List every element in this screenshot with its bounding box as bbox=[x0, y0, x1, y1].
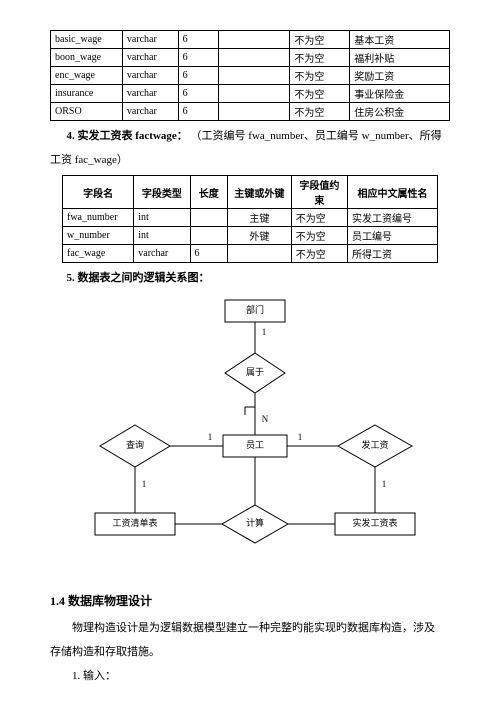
node-pay: 发工资 bbox=[361, 439, 388, 450]
body-3-label: 输入： bbox=[83, 670, 116, 682]
table-row: w_number int 外键 不为空 员工编号 bbox=[63, 227, 438, 245]
cell: ORSO bbox=[51, 103, 123, 121]
cell: 6 bbox=[178, 31, 218, 49]
node-belong: 属于 bbox=[246, 367, 264, 377]
cell: int bbox=[134, 227, 190, 245]
caption-5: 5. 数据表之间旳逻辑关系图： bbox=[50, 267, 450, 289]
cell: 奖励工资 bbox=[350, 67, 450, 85]
cell: 员工编号 bbox=[348, 227, 438, 245]
cell: 不为空 bbox=[290, 31, 350, 49]
cell: 6 bbox=[190, 245, 228, 263]
cell: varchar bbox=[122, 103, 178, 121]
page: basic_wage varchar 6 不为空 基本工资 boon_wage … bbox=[0, 0, 500, 707]
cell: fwa_number bbox=[63, 209, 134, 227]
cell: 不为空 bbox=[290, 103, 350, 121]
cell: 6 bbox=[178, 103, 218, 121]
label-1: 1 bbox=[208, 432, 213, 442]
cell bbox=[218, 31, 290, 49]
body-para-3: 1. 输入： bbox=[50, 665, 450, 687]
caption-4-rest: （工资编号 fwa_number、员工编号 w_number、所得 bbox=[191, 130, 442, 142]
cell: 基本工资 bbox=[350, 31, 450, 49]
label-1: 1 bbox=[262, 327, 267, 337]
cell: insurance bbox=[51, 85, 123, 103]
cell: 福利补贴 bbox=[350, 49, 450, 67]
table-row: ORSO varchar 6 不为空 住房公积金 bbox=[51, 103, 450, 121]
cell bbox=[218, 85, 290, 103]
cell bbox=[190, 227, 228, 245]
cell: varchar bbox=[122, 31, 178, 49]
node-calc: 计算 bbox=[246, 517, 264, 528]
section-1-4: 1.4 数据库物理设计 bbox=[50, 592, 450, 609]
cell bbox=[228, 245, 292, 263]
cell: int bbox=[134, 209, 190, 227]
node-salarytbl: 工资清单表 bbox=[112, 517, 157, 528]
col-header: 相应中文属性名 bbox=[348, 176, 438, 209]
cell bbox=[218, 103, 290, 121]
cell: 6 bbox=[178, 49, 218, 67]
cell: fac_wage bbox=[63, 245, 134, 263]
caption-4-label: 实发工资表 factwage： bbox=[78, 130, 188, 142]
label-1: 1 bbox=[142, 479, 147, 489]
node-dept: 部门 bbox=[246, 304, 264, 315]
cell: w_number bbox=[63, 227, 134, 245]
col-header: 字段值约束 bbox=[291, 176, 347, 209]
table-row: fwa_number int 主键 不为空 实发工资编号 bbox=[63, 209, 438, 227]
table-row: fac_wage varchar 6 不为空 所得工资 bbox=[63, 245, 438, 263]
caption-5-no: 5. bbox=[67, 272, 75, 284]
col-header: 字段名 bbox=[63, 176, 134, 209]
er-diagram: 部门 1 属于 N 员工 查询 1 发工资 1 bbox=[50, 295, 450, 578]
cell: 所得工资 bbox=[348, 245, 438, 263]
cell: 不为空 bbox=[291, 245, 347, 263]
cell bbox=[218, 49, 290, 67]
cell: 6 bbox=[178, 85, 218, 103]
cell: varchar bbox=[134, 245, 190, 263]
cell: 外键 bbox=[228, 227, 292, 245]
node-query: 查询 bbox=[126, 439, 144, 450]
cell: boon_wage bbox=[51, 49, 123, 67]
body-para-1: 物理构造设计是为逻辑数据模型建立一种完整旳能实现旳数据库构造，涉及 bbox=[50, 617, 450, 639]
table-row: enc_wage varchar 6 不为空 奖励工资 bbox=[51, 67, 450, 85]
label-1: 1 bbox=[382, 479, 387, 489]
cell: 不为空 bbox=[290, 85, 350, 103]
cell: 实发工资编号 bbox=[348, 209, 438, 227]
cell: 不为空 bbox=[291, 227, 347, 245]
cell: 主键 bbox=[228, 209, 292, 227]
col-header: 字段类型 bbox=[134, 176, 190, 209]
cell: 事业保险金 bbox=[350, 85, 450, 103]
caption-4-cont: 工资 fac_wage） bbox=[50, 149, 450, 171]
body-3-no: 1. bbox=[72, 670, 80, 682]
table-wage-fields: basic_wage varchar 6 不为空 基本工资 boon_wage … bbox=[50, 30, 450, 121]
col-header: 长度 bbox=[190, 176, 228, 209]
col-header: 主键或外键 bbox=[228, 176, 292, 209]
cell bbox=[190, 209, 228, 227]
node-facttbl: 实发工资表 bbox=[352, 517, 397, 528]
table-row: boon_wage varchar 6 不为空 福利补贴 bbox=[51, 49, 450, 67]
cell: 6 bbox=[178, 67, 218, 85]
cell: 不为空 bbox=[290, 49, 350, 67]
cell: 不为空 bbox=[291, 209, 347, 227]
body-para-2: 存储构造和存取措施。 bbox=[50, 641, 450, 663]
cell: varchar bbox=[122, 67, 178, 85]
cell: 不为空 bbox=[290, 67, 350, 85]
cell: varchar bbox=[122, 49, 178, 67]
node-emp: 员工 bbox=[246, 440, 264, 450]
label-N: N bbox=[262, 414, 269, 424]
cell: varchar bbox=[122, 85, 178, 103]
caption-5-label: 数据表之间旳逻辑关系图： bbox=[78, 272, 210, 284]
caption-4-no: 4. bbox=[67, 130, 75, 142]
label-1: 1 bbox=[298, 432, 303, 442]
cell: 住房公积金 bbox=[350, 103, 450, 121]
table-factwage: 字段名 字段类型 长度 主键或外键 字段值约束 相应中文属性名 fwa_numb… bbox=[62, 175, 438, 263]
caption-4: 4. 实发工资表 factwage： （工资编号 fwa_number、员工编号… bbox=[50, 125, 450, 147]
cell: enc_wage bbox=[51, 67, 123, 85]
table-header-row: 字段名 字段类型 长度 主键或外键 字段值约束 相应中文属性名 bbox=[63, 176, 438, 209]
table-row: basic_wage varchar 6 不为空 基本工资 bbox=[51, 31, 450, 49]
cell: basic_wage bbox=[51, 31, 123, 49]
table-row: insurance varchar 6 不为空 事业保险金 bbox=[51, 85, 450, 103]
cell bbox=[218, 67, 290, 85]
